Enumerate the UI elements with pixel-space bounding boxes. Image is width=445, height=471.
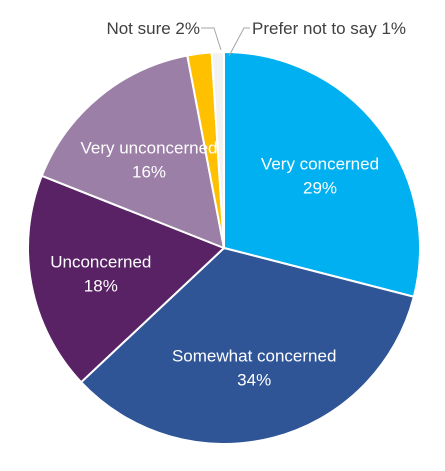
leader-lines-layer [201, 27, 250, 57]
leader-line-prefer-not-to-say [228, 27, 250, 57]
data-label-not-sure: Not sure 2% [106, 19, 200, 38]
data-labels-layer: Very concerned 29% Somewhat concerned 34% Un… [50, 19, 406, 390]
data-label-unconcerned: Unconcerned 18% [50, 253, 151, 296]
pie-slice-prefer-not-to-say [210, 50, 225, 249]
pie-slice-somewhat-concerned [79, 246, 416, 445]
pie-slice-very-unconcerned [40, 54, 226, 250]
data-label-very-unconcerned: Very unconcerned 16% [80, 138, 217, 181]
leader-line-not-sure [201, 27, 222, 51]
pie-slice-unconcerned [27, 174, 226, 384]
data-label-very-concerned: Very concerned 29% [261, 155, 379, 198]
slices-layer [27, 50, 421, 445]
data-label-prefer-not-to-say: Prefer not to say 1% [252, 19, 406, 38]
pie-slice-very-concerned [223, 50, 421, 298]
data-label-somewhat-concerned: Somewhat concerned 34% [172, 347, 336, 390]
